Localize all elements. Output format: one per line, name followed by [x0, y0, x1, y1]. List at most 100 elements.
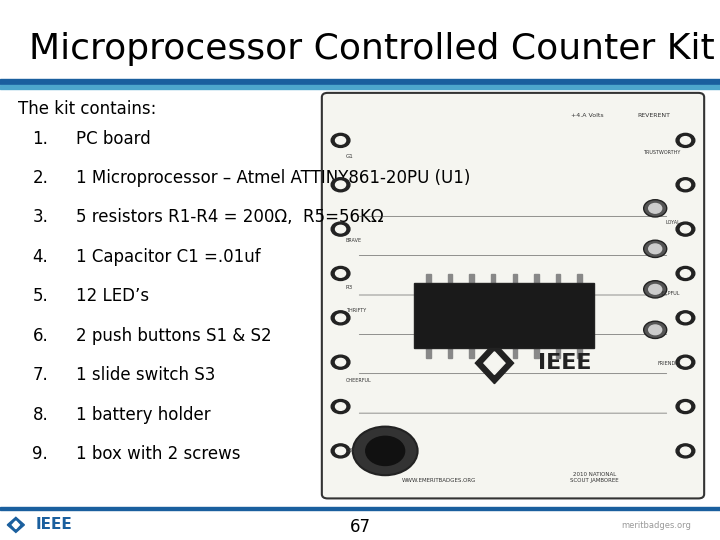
- Circle shape: [676, 355, 695, 369]
- Text: R3: R3: [346, 285, 353, 290]
- Bar: [0, 79, 720, 84]
- Text: BRAVE: BRAVE: [346, 238, 361, 242]
- Bar: [0, 85, 720, 89]
- Text: The kit contains:: The kit contains:: [18, 100, 156, 118]
- Circle shape: [353, 427, 418, 475]
- Bar: [426, 274, 431, 284]
- Bar: [513, 348, 517, 358]
- Circle shape: [676, 266, 695, 280]
- Text: 2 push buttons S1 & S2: 2 push buttons S1 & S2: [76, 327, 271, 345]
- Circle shape: [644, 240, 667, 258]
- Text: OBEDIENT: OBEDIENT: [346, 448, 371, 453]
- Circle shape: [331, 266, 350, 280]
- Circle shape: [649, 325, 662, 335]
- Circle shape: [331, 222, 350, 236]
- Text: 4.: 4.: [32, 248, 48, 266]
- Text: FRIENDLY: FRIENDLY: [657, 361, 680, 366]
- Circle shape: [644, 281, 667, 298]
- Circle shape: [331, 133, 350, 147]
- Text: G1: G1: [346, 154, 354, 159]
- Bar: [0, 507, 720, 510]
- Text: THRIFTY: THRIFTY: [346, 308, 366, 313]
- Text: 1 battery holder: 1 battery holder: [76, 406, 210, 423]
- Circle shape: [331, 444, 350, 458]
- Circle shape: [676, 222, 695, 236]
- Circle shape: [331, 311, 350, 325]
- Polygon shape: [475, 342, 513, 383]
- Bar: [491, 274, 495, 284]
- Bar: [414, 284, 594, 348]
- Text: TRUSTWORTHY: TRUSTWORTHY: [643, 150, 680, 156]
- Bar: [556, 274, 560, 284]
- Text: 1 Microprocessor – Atmel ATTINY861-20PU (U1): 1 Microprocessor – Atmel ATTINY861-20PU …: [76, 169, 470, 187]
- Text: REVERENT: REVERENT: [637, 113, 670, 118]
- Text: 1.: 1.: [32, 130, 48, 147]
- Circle shape: [680, 314, 690, 322]
- Bar: [577, 348, 582, 358]
- Bar: [513, 274, 517, 284]
- Circle shape: [336, 447, 346, 455]
- Circle shape: [676, 444, 695, 458]
- Text: 67: 67: [349, 517, 371, 536]
- Circle shape: [336, 314, 346, 322]
- Text: Microprocessor Controlled Counter Kit: Microprocessor Controlled Counter Kit: [29, 32, 714, 65]
- Circle shape: [336, 181, 346, 188]
- Circle shape: [680, 359, 690, 366]
- Circle shape: [336, 225, 346, 233]
- Circle shape: [336, 359, 346, 366]
- Text: 1 Capacitor C1 =.01uf: 1 Capacitor C1 =.01uf: [76, 248, 260, 266]
- Bar: [491, 348, 495, 358]
- Bar: [577, 274, 582, 284]
- Text: PC board: PC board: [76, 130, 150, 147]
- Polygon shape: [484, 352, 505, 374]
- Text: 1 box with 2 screws: 1 box with 2 screws: [76, 445, 240, 463]
- Text: meritbadges.org: meritbadges.org: [621, 521, 691, 530]
- Text: LOYAL: LOYAL: [665, 220, 680, 226]
- Text: 8.: 8.: [32, 406, 48, 423]
- Circle shape: [676, 133, 695, 147]
- Bar: [448, 348, 452, 358]
- Circle shape: [336, 403, 346, 410]
- Text: CHEERFUL: CHEERFUL: [346, 378, 372, 383]
- Text: 5.: 5.: [32, 287, 48, 305]
- Circle shape: [331, 400, 350, 414]
- Text: WWW.EMERITBADGES.ORG: WWW.EMERITBADGES.ORG: [402, 478, 476, 483]
- Circle shape: [676, 178, 695, 192]
- Bar: [426, 348, 431, 358]
- Text: 1 slide switch S3: 1 slide switch S3: [76, 366, 215, 384]
- Text: 9.: 9.: [32, 445, 48, 463]
- Text: 12 LED’s: 12 LED’s: [76, 287, 149, 305]
- Circle shape: [680, 403, 690, 410]
- Circle shape: [680, 181, 690, 188]
- Circle shape: [680, 137, 690, 144]
- Polygon shape: [7, 517, 24, 532]
- Bar: [469, 274, 474, 284]
- Text: IEEE: IEEE: [538, 353, 591, 373]
- Text: 7.: 7.: [32, 366, 48, 384]
- Bar: [448, 274, 452, 284]
- Circle shape: [649, 285, 662, 294]
- Circle shape: [644, 321, 667, 339]
- Circle shape: [680, 225, 690, 233]
- Circle shape: [676, 400, 695, 414]
- Circle shape: [336, 269, 346, 277]
- Text: 6.: 6.: [32, 327, 48, 345]
- Polygon shape: [12, 521, 19, 529]
- Bar: [469, 348, 474, 358]
- Circle shape: [336, 137, 346, 144]
- Circle shape: [676, 311, 695, 325]
- Bar: [534, 348, 539, 358]
- Text: 2010 NATIONAL
SCOUT JAMBOREE: 2010 NATIONAL SCOUT JAMBOREE: [570, 472, 619, 483]
- Circle shape: [649, 204, 662, 213]
- Circle shape: [366, 436, 405, 465]
- Text: +4.A Volts: +4.A Volts: [571, 113, 603, 118]
- Circle shape: [331, 178, 350, 192]
- Circle shape: [680, 269, 690, 277]
- Text: 3.: 3.: [32, 208, 48, 226]
- Text: HELPFUL: HELPFUL: [659, 291, 680, 296]
- Text: 2.: 2.: [32, 169, 48, 187]
- Text: 5 resistors R1-R4 = 200Ω,  R5=56KΩ: 5 resistors R1-R4 = 200Ω, R5=56KΩ: [76, 208, 383, 226]
- Circle shape: [331, 355, 350, 369]
- Circle shape: [644, 200, 667, 217]
- Text: IEEE: IEEE: [36, 517, 73, 532]
